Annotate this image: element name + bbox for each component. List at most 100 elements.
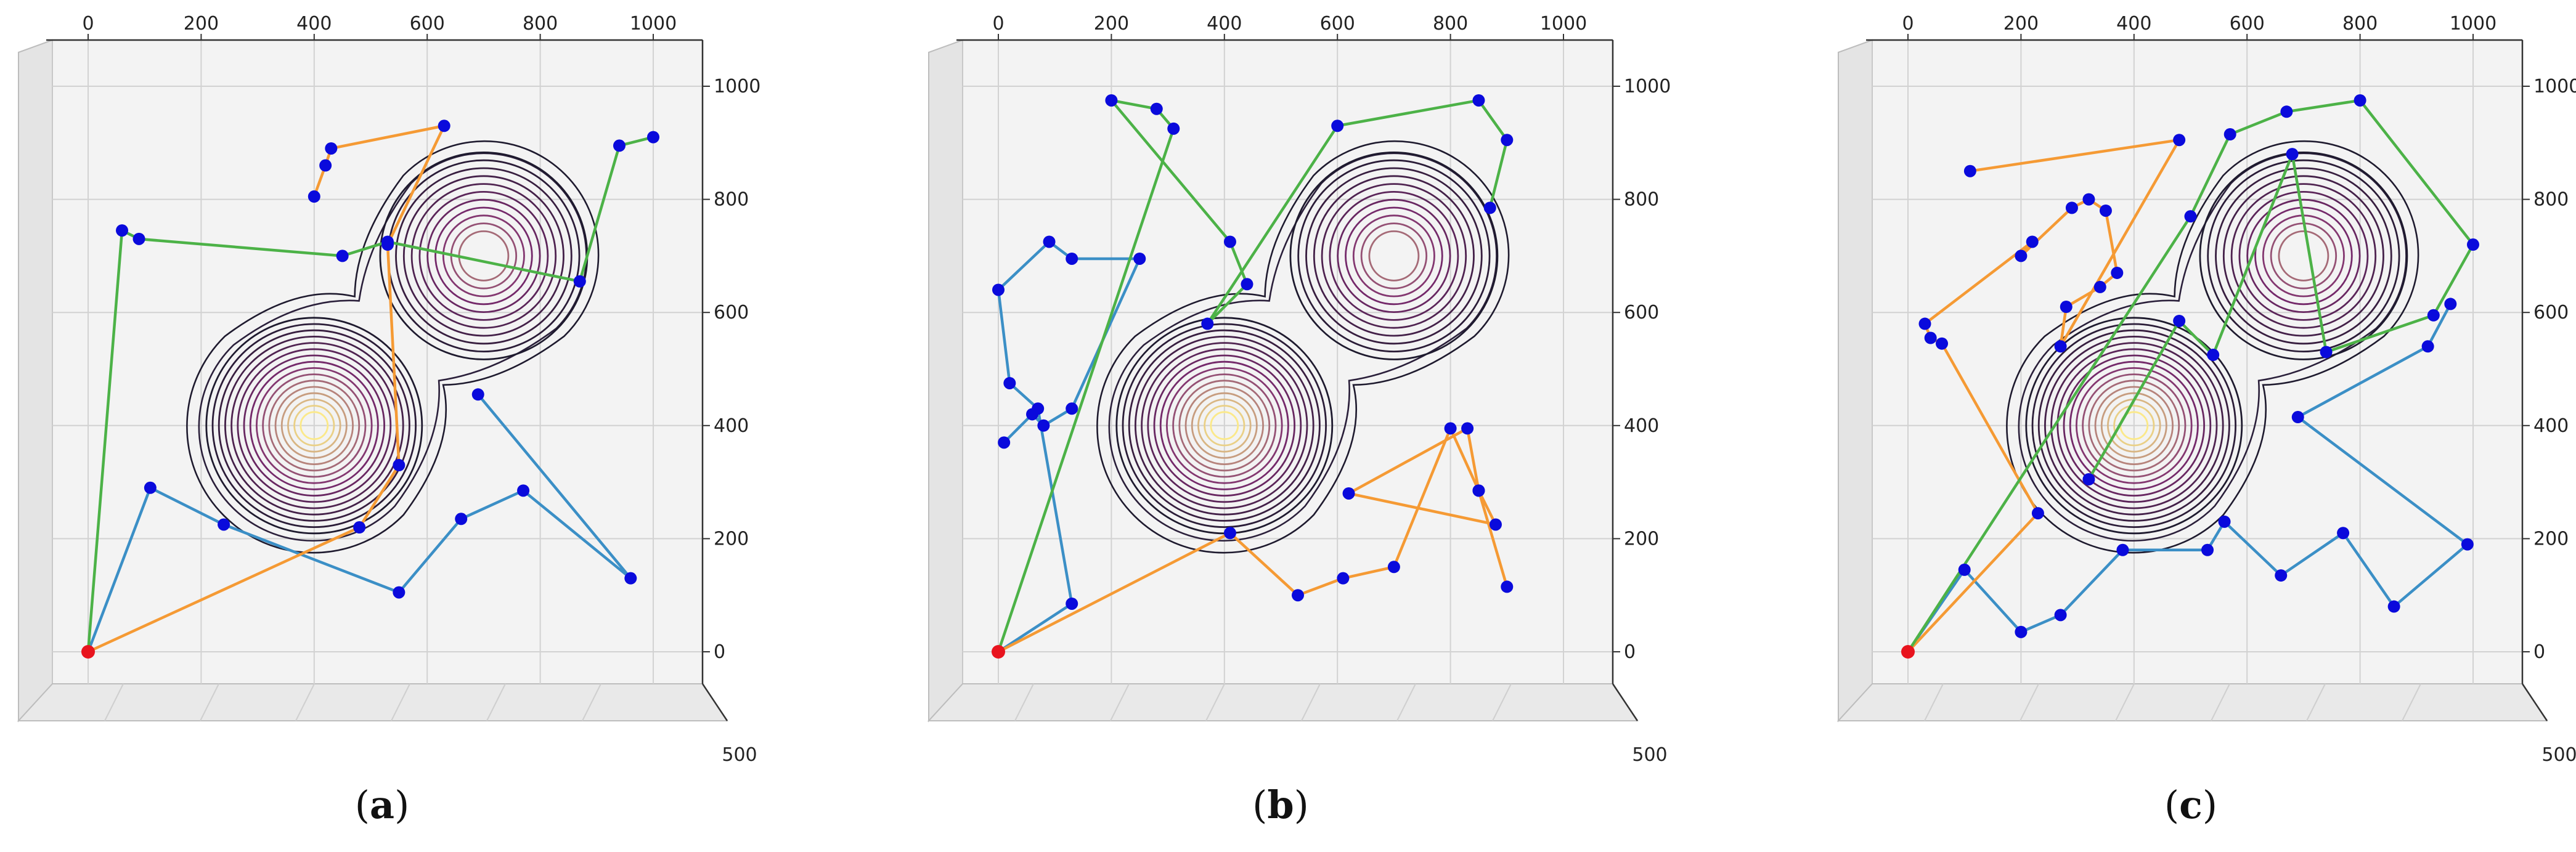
left-wall bbox=[1838, 39, 1873, 723]
route-line-orange bbox=[997, 427, 1509, 654]
contour-field bbox=[2006, 140, 2419, 554]
waypoint-marker bbox=[2015, 250, 2028, 262]
contour-ring-peak-2 bbox=[1329, 190, 1459, 321]
x-tick-label: 600 bbox=[2230, 13, 2265, 34]
floor bbox=[1836, 683, 2548, 721]
tick-labels: 0 200 400 600 800 1000 0 200 400 600 800 1000 500 bbox=[1902, 13, 2576, 766]
waypoint-marker bbox=[116, 224, 129, 237]
contour-ring-peak-1 bbox=[1159, 360, 1289, 490]
waypoint-marker bbox=[1066, 252, 1078, 265]
waypoint-marker bbox=[1483, 201, 1496, 214]
contour-ring-peak-1 bbox=[1147, 348, 1302, 503]
contour-ring-peak-1 bbox=[224, 336, 404, 516]
contour-ring-peak-1 bbox=[1172, 373, 1277, 478]
contour-ring-peak-2 bbox=[1289, 151, 1499, 360]
contour-ring-peak-1 bbox=[1197, 398, 1252, 453]
waypoint-marker bbox=[1133, 252, 1146, 265]
waypoint-marker bbox=[2427, 309, 2440, 322]
waypoint-marker bbox=[1501, 580, 1514, 593]
waypoint-marker bbox=[1489, 518, 1502, 531]
y-tick-label: 200 bbox=[2533, 528, 2569, 550]
waypoint-marker bbox=[624, 572, 637, 585]
floor-grid-line bbox=[1110, 683, 1130, 721]
waypoint-marker bbox=[2054, 340, 2067, 353]
left-wall bbox=[928, 39, 963, 723]
floor-grid-line bbox=[2211, 683, 2230, 721]
contour-ring-peak-1 bbox=[2082, 373, 2187, 478]
panel-caption-c: (c) bbox=[2098, 782, 2283, 827]
caption-open-paren: ( bbox=[2164, 782, 2180, 827]
waypoint-marker bbox=[1963, 164, 1976, 177]
waypoint-marker bbox=[2320, 346, 2333, 359]
contour-ring-peak-2 bbox=[395, 167, 573, 345]
origin-marker bbox=[992, 645, 1005, 659]
floor-grid-line bbox=[1924, 683, 1944, 721]
waypoint-marker bbox=[319, 159, 332, 172]
contour-envelope bbox=[1096, 140, 1510, 554]
y-tick-label: 200 bbox=[714, 528, 749, 550]
floor-grid-line bbox=[391, 683, 410, 721]
routes bbox=[992, 94, 1514, 659]
contour-ring-peak-1 bbox=[2056, 348, 2212, 503]
y-tick-label: 400 bbox=[2533, 415, 2569, 437]
waypoint-marker bbox=[471, 388, 484, 401]
waypoint-marker bbox=[2173, 314, 2186, 327]
contour-ring-peak-2 bbox=[1313, 175, 1475, 337]
contour-ring-peak-2 bbox=[442, 214, 525, 298]
waypoint-marker bbox=[2207, 349, 2220, 362]
x-tick-label: 400 bbox=[2116, 13, 2151, 34]
waypoint-marker bbox=[2173, 134, 2186, 147]
contour-ring-peak-1 bbox=[1128, 329, 1321, 522]
waypoint-marker bbox=[2286, 148, 2299, 161]
waypoint-marker bbox=[2026, 235, 2039, 248]
contour-ring-peak-1 bbox=[205, 317, 423, 535]
tick-labels: 0 200 400 600 800 1000 0 200 400 600 800 1000 500 bbox=[82, 13, 760, 766]
waypoint-marker bbox=[308, 190, 320, 203]
waypoint-marker bbox=[2015, 625, 2028, 638]
contour-ring-peak-2 bbox=[1352, 214, 1435, 298]
contour-ring-peak-2 bbox=[2238, 190, 2369, 321]
waypoint-marker bbox=[1105, 94, 1118, 107]
waypoint-marker bbox=[381, 235, 394, 248]
depth-tick-label: 500 bbox=[722, 744, 757, 766]
waypoint-marker bbox=[1292, 589, 1305, 602]
y-tick-label: 400 bbox=[1624, 415, 1659, 437]
waypoint-marker bbox=[1043, 235, 1056, 248]
waypoint-marker bbox=[2337, 527, 2350, 540]
contour-ring-peak-1 bbox=[2113, 405, 2155, 447]
caption-close-paren: ) bbox=[1294, 782, 1309, 827]
waypoint-marker bbox=[1472, 94, 1485, 107]
waypoint-marker bbox=[2275, 569, 2288, 582]
contour-ring-peak-1 bbox=[2100, 392, 2167, 459]
floor-grid-line bbox=[104, 683, 124, 721]
contour-ring-peak-2 bbox=[434, 206, 533, 306]
contour-ring-peak-1 bbox=[211, 323, 417, 529]
y-tick-label: 600 bbox=[1624, 302, 1659, 323]
contour-ring-peak-1 bbox=[1184, 386, 1264, 465]
waypoint-marker bbox=[438, 120, 450, 132]
waypoint-marker bbox=[2291, 411, 2304, 424]
waypoint-marker bbox=[2421, 340, 2434, 353]
waypoint-marker bbox=[393, 459, 406, 472]
depth-tick-label: 500 bbox=[1632, 744, 1667, 766]
depth-axis-line bbox=[2521, 683, 2548, 721]
y-tick-label: 600 bbox=[2533, 302, 2569, 323]
waypoint-marker bbox=[353, 521, 366, 534]
waypoint-marker bbox=[2099, 204, 2112, 217]
y-tick-label: 1000 bbox=[1624, 76, 1671, 97]
x-tick-label: 0 bbox=[992, 13, 1004, 34]
waypoint-marker bbox=[573, 275, 586, 288]
waypoint-marker bbox=[1167, 122, 1180, 135]
contour-ring-peak-1 bbox=[1141, 342, 1308, 509]
waypoint-marker bbox=[613, 139, 626, 152]
x-tick-label: 800 bbox=[523, 13, 558, 34]
origin-marker bbox=[1901, 645, 1915, 659]
waypoint-marker bbox=[2054, 609, 2067, 622]
contour-ring-peak-2 bbox=[418, 190, 549, 321]
left-wall bbox=[18, 39, 53, 723]
waypoint-marker bbox=[325, 142, 338, 155]
waypoint-marker bbox=[2444, 298, 2457, 310]
waypoint-marker bbox=[2031, 507, 2044, 520]
contour-ring-peak-2 bbox=[1360, 222, 1428, 290]
contour-ring-peak-2 bbox=[1368, 230, 1420, 282]
